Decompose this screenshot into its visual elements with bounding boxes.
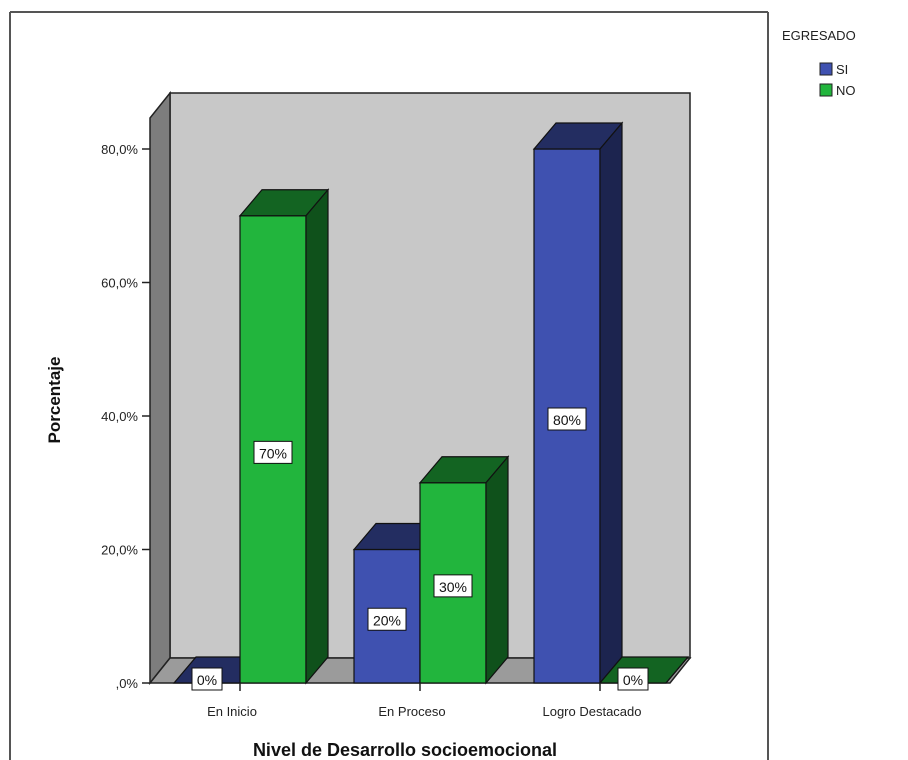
legend-label-si: SI bbox=[836, 62, 848, 77]
legend-swatch-no bbox=[819, 83, 833, 97]
y-tick-label: 80,0% bbox=[101, 142, 138, 157]
bar-si-side bbox=[599, 121, 623, 685]
data-label-box bbox=[617, 667, 649, 691]
data-label-box bbox=[367, 607, 407, 631]
y-tick-label: ,0% bbox=[116, 676, 139, 691]
x-tick-label: En Inicio bbox=[207, 704, 257, 719]
y-axis-title: Porcentaje bbox=[45, 357, 64, 444]
legend-label-no: NO bbox=[836, 83, 856, 98]
data-label-box bbox=[547, 407, 587, 431]
y-tick-label: 40,0% bbox=[101, 409, 138, 424]
bar-no-side bbox=[305, 188, 329, 685]
data-label: 0% bbox=[623, 672, 643, 688]
y-tick-label: 20,0% bbox=[101, 543, 138, 558]
data-label: 0% bbox=[197, 672, 217, 688]
data-label-box bbox=[253, 440, 293, 464]
data-label-box bbox=[433, 574, 473, 598]
x-tick-label: En Proceso bbox=[378, 704, 445, 719]
x-axis: En Inicio En Proceso Logro Destacado bbox=[207, 683, 642, 719]
bars: 0% 70% 20% 30% 80% 0% bbox=[172, 121, 690, 691]
data-label: 70% bbox=[259, 445, 287, 461]
y-tick-label: 60,0% bbox=[101, 276, 138, 291]
data-label: 30% bbox=[439, 579, 467, 595]
data-label: 80% bbox=[553, 412, 581, 428]
legend-title: EGRESADO bbox=[782, 28, 856, 43]
legend: EGRESADO SI NO bbox=[782, 28, 856, 98]
bar-no-side bbox=[665, 656, 689, 684]
data-label: 20% bbox=[373, 612, 401, 628]
x-axis-title: Nivel de Desarrollo socioemocional bbox=[253, 740, 557, 760]
chart-frame bbox=[9, 11, 769, 760]
y-axis: ,0% 20,0% 40,0% 60,0% 80,0% bbox=[101, 142, 150, 691]
legend-swatch-si bbox=[819, 62, 833, 76]
data-label-box bbox=[191, 667, 223, 691]
x-tick-label: Logro Destacado bbox=[542, 704, 641, 719]
side-wall bbox=[149, 90, 171, 686]
bar-no-side bbox=[485, 455, 509, 685]
